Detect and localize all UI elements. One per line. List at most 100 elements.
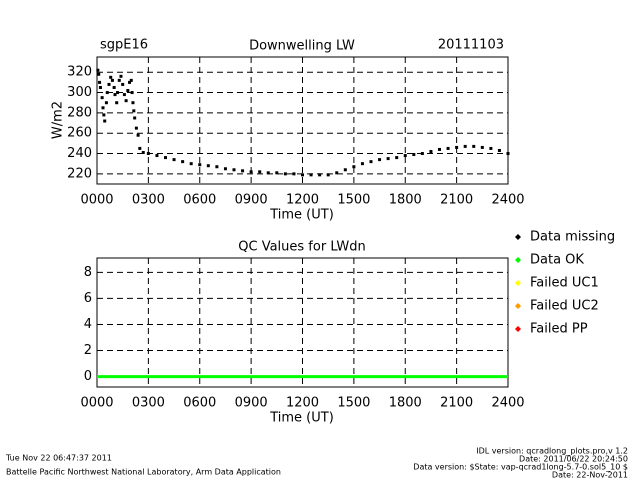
legend-marker (515, 234, 521, 240)
footer-data-date: Date: 22-Nov-2011 (552, 471, 628, 480)
data-point (223, 167, 227, 171)
data-point (172, 158, 176, 162)
x-tick-label: 0300 (132, 396, 165, 411)
data-point (206, 164, 210, 168)
x-tick-label: 0000 (80, 396, 113, 411)
data-point (395, 156, 399, 160)
data-point (438, 147, 441, 151)
data-point (429, 149, 433, 153)
data-point (104, 101, 108, 105)
data-point (378, 158, 382, 162)
legend-marker (515, 257, 521, 263)
y-tick-label: 240 (67, 146, 92, 161)
y-tick-label: 8 (84, 265, 92, 280)
data-point (343, 168, 347, 172)
data-point (292, 172, 296, 176)
x-tick-label: 0300 (132, 193, 165, 208)
x-tick-label: 1800 (389, 396, 422, 411)
chart-title: Downwelling LW (249, 39, 355, 54)
footer-lab: Battelle Pacific Northwest National Labo… (6, 468, 281, 477)
data-point (241, 169, 245, 173)
legend-label: Failed UC2 (530, 299, 599, 314)
y-tick-label: 2 (84, 343, 92, 358)
data-point (258, 170, 262, 174)
x-axis-label: Time (UT) (269, 208, 334, 223)
y-tick-label: 4 (84, 317, 92, 332)
data-point (105, 91, 109, 95)
x-tick-label: 1200 (286, 193, 319, 208)
data-point (189, 162, 193, 166)
x-tick-label: 2100 (440, 193, 473, 208)
data-point (309, 173, 313, 177)
data-point (386, 157, 390, 161)
data-point (98, 80, 102, 84)
data-point (181, 160, 185, 164)
data-point (134, 126, 138, 130)
x-tick-label: 0900 (235, 396, 268, 411)
data-point (506, 152, 510, 156)
data-point (463, 144, 467, 148)
data-point (128, 80, 132, 84)
y-tick-label: 300 (67, 85, 92, 100)
data-point (100, 96, 104, 100)
x-tick-label: 1200 (286, 396, 319, 411)
data-point (412, 153, 416, 157)
data-point (138, 146, 142, 150)
data-point (101, 106, 105, 110)
data-point (124, 99, 128, 103)
x-tick-label: 1800 (389, 193, 422, 208)
data-point (352, 165, 356, 169)
y-tick-label: 280 (67, 105, 92, 120)
data-point (249, 170, 253, 174)
data-point (198, 163, 202, 167)
footer-idl-date: Date: 2011/06/22 20:24:50 (519, 455, 628, 464)
legend-label: Failed PP (530, 322, 588, 337)
data-point (131, 101, 135, 105)
x-axis-label: Time (UT) (269, 411, 334, 426)
data-point (335, 171, 339, 175)
data-point (472, 144, 476, 148)
data-point (155, 154, 159, 158)
y-tick-label: 260 (67, 126, 92, 141)
data-point (132, 109, 136, 113)
data-point (102, 113, 106, 117)
x-tick-label: 0000 (80, 193, 113, 208)
data-point (360, 162, 364, 166)
data-point (130, 91, 134, 95)
data-point (403, 154, 407, 158)
data-point (446, 146, 450, 150)
data-point (318, 173, 322, 177)
data-point (215, 165, 219, 169)
data-point (126, 89, 130, 93)
data-point (116, 91, 120, 95)
data-point (110, 78, 114, 82)
legend-marker (515, 303, 521, 309)
legend-label: Data OK (530, 253, 584, 268)
data-point (117, 78, 121, 82)
chart-title: QC Values for LWdn (238, 240, 365, 255)
data-point (497, 148, 501, 152)
data-point (489, 146, 493, 150)
y-tick-label: 6 (84, 291, 92, 306)
legend-marker (515, 326, 521, 332)
data-point (113, 93, 117, 97)
data-point (420, 152, 424, 156)
legend-label: Failed UC1 (530, 276, 599, 291)
x-tick-label: 2400 (491, 193, 524, 208)
x-tick-label: 1500 (337, 396, 370, 411)
legend-label: Data missing (530, 230, 615, 245)
data-point (455, 145, 459, 149)
data-point (121, 82, 125, 86)
y-tick-label: 320 (67, 65, 92, 80)
data-point (369, 160, 373, 164)
data-point (129, 78, 133, 82)
data-point (119, 74, 123, 78)
data-point (141, 151, 145, 155)
x-tick-label: 2400 (491, 396, 524, 411)
x-tick-label: 1500 (337, 193, 370, 208)
data-point (98, 85, 102, 89)
x-tick-label: 2100 (440, 396, 473, 411)
data-point (96, 68, 100, 72)
data-point (164, 156, 167, 160)
